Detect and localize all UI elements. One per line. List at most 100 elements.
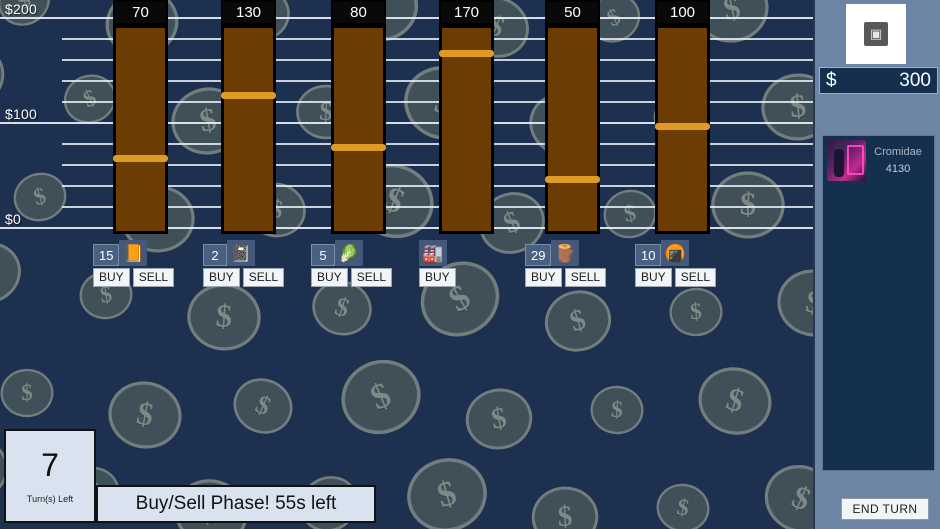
bar-body [221,25,276,234]
turn-counter: 7 Turn(s) Left [4,429,96,523]
gridline [62,143,813,145]
commodity-header: 10 🍘 [635,240,715,266]
commodity-cracker: 10 🍘 BUY SELL [635,240,717,287]
sell-button-cracker[interactable]: SELL [674,268,717,287]
price-marker [545,175,600,183]
sell-button-silver[interactable]: SELL [242,268,285,287]
inventory-count: 10 [635,244,662,266]
phase-status-bar: Buy/Sell Phase! 55s left [96,485,376,523]
commodity-header: 🏭 [419,240,499,266]
price-bar-gold[interactable]: 70 [113,0,168,234]
turn-count: 7 [41,447,59,483]
bar-body [331,25,386,234]
coin-decoration: $ [460,383,538,455]
gridline [62,80,813,82]
coin-decoration: $ [398,448,496,529]
inventory-count: 5 [311,244,335,266]
silver-bar-icon: 📓 [227,240,255,266]
coin-decoration: $ [667,286,725,338]
bar-body [439,25,494,234]
sell-button-produce[interactable]: SELL [350,268,393,287]
gridline [0,227,813,229]
coin-decoration: $ [0,232,31,314]
commodity-header: 29 🪵 [525,240,605,266]
commodity-oil: 29 🪵 BUY SELL [525,240,607,287]
commodity-buttons: BUY [419,268,499,287]
gold-bar-icon: 📙 [119,240,148,266]
price-label: 100 [655,0,710,25]
axis-label: $100 [5,106,37,122]
buy-button-oil[interactable]: BUY [525,268,562,287]
gridline [62,185,813,187]
money-value: 300 [899,69,931,91]
price-marker [113,154,168,162]
gridline [0,122,813,124]
money-symbol: $ [826,69,837,91]
commodity-buttons: BUY SELL [311,268,393,287]
player-name: Cromidae [874,145,922,158]
buy-button-silver[interactable]: BUY [203,268,240,287]
avatar[interactable]: ▣ [846,4,906,64]
price-marker [331,144,386,151]
coin-decoration: $ [652,479,714,529]
coin-decoration: $ [329,347,433,447]
commodity-factory: 🏭 BUY [419,240,499,287]
gridline [62,38,813,40]
coin-decoration: $ [589,384,645,436]
player-score: 4130 [885,162,911,175]
commodity-buttons: BUY SELL [203,268,285,287]
price-label: 70 [113,0,168,25]
player-portrait-icon: ▣ [864,22,888,46]
price-bar-oil[interactable]: 50 [545,0,600,234]
price-label: 130 [221,0,276,25]
player-avatar-icon [827,140,866,181]
gridline [0,17,813,19]
buy-button-cracker[interactable]: BUY [635,268,672,287]
coin-decoration: $ [102,375,188,455]
oil-barrel-icon: 🪵 [551,240,580,266]
commodity-buttons: BUY SELL [93,268,175,287]
sell-button-oil[interactable]: SELL [564,268,607,287]
inventory-count: 15 [93,244,120,266]
cracker-icon: 🍘 [661,240,690,266]
player-info: Cromidae 4130 [866,144,930,178]
price-marker [439,49,494,57]
money-display: $ 300 [819,67,938,94]
coin-decoration: $ [690,358,780,444]
end-turn-button[interactable]: END TURN [841,498,929,520]
axis-label: $0 [5,211,21,227]
factory-icon: 🏭 [419,240,447,266]
bar-body [113,25,168,234]
coin-decoration: $ [185,281,263,353]
commodity-header: 15 📙 [93,240,173,266]
buy-button-gold[interactable]: BUY [93,268,130,287]
player-row[interactable]: Cromidae 4130 [827,140,930,181]
commodity-buttons: BUY SELL [525,268,607,287]
gridline [62,206,813,208]
price-bar-silver[interactable]: 130 [221,0,276,234]
coin-decoration: $ [530,484,600,529]
gridline [62,101,813,103]
commodity-silver: 2 📓 BUY SELL [203,240,285,287]
inventory-count: 2 [203,244,227,266]
inventory-count: 29 [525,244,552,266]
commodity-header: 2 📓 [203,240,283,266]
buy-button-produce[interactable]: BUY [311,268,348,287]
price-bar-factory[interactable]: 170 [439,0,494,234]
sell-button-gold[interactable]: SELL [132,268,175,287]
turn-label: Turn(s) Left [26,494,74,504]
price-bar-produce[interactable]: 80 [331,0,386,234]
price-marker [221,91,276,99]
price-bar-cracker[interactable]: 100 [655,0,710,234]
bar-body [545,25,600,234]
buy-button-factory[interactable]: BUY [419,268,456,287]
coin-decoration: $ [224,368,302,444]
coin-decoration: $ [0,367,55,419]
chart-bars: 70 130 80 170 50 100 [0,0,813,236]
leaf-icon: 🥬 [335,240,363,266]
commodity-produce: 5 🥬 BUY SELL [311,240,393,287]
coin-decoration: $ [537,282,619,360]
price-label: 50 [545,0,600,25]
gridline [62,164,813,166]
